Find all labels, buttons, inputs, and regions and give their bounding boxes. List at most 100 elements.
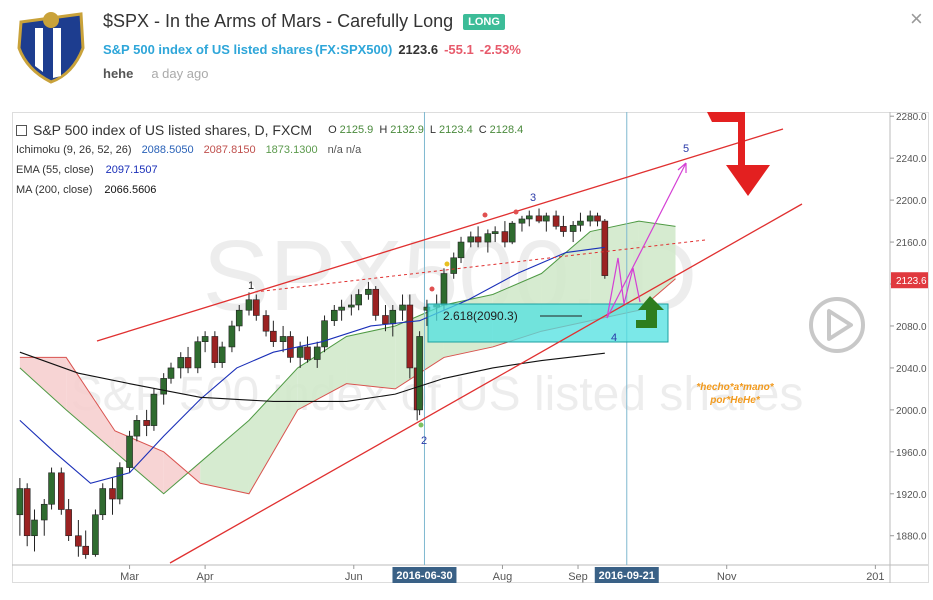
- candle-body: [457, 241, 465, 259]
- candle-body: [560, 226, 567, 232]
- y-tick-label: 1920.0: [896, 490, 927, 501]
- y-tick-label: 2280.0: [896, 112, 927, 123]
- date-marker-tag: [392, 567, 457, 583]
- close-button[interactable]: ×: [910, 6, 923, 31]
- candle-body: [262, 315, 270, 332]
- candle-body: [75, 535, 82, 547]
- candle-body: [467, 236, 475, 243]
- ohlc-readout: O 2125.9 H 2132.9 L 2123.4 C 2128.4: [328, 124, 523, 136]
- candle-body: [501, 231, 509, 243]
- cloud-segment: [200, 420, 249, 494]
- down-arrow: [707, 112, 770, 196]
- x-tick-label: Jun: [345, 571, 363, 583]
- candle-body: [143, 420, 150, 426]
- y-tick-label: 1880.0: [896, 532, 927, 543]
- candle-body: [40, 503, 48, 521]
- pivot-dot: [429, 286, 435, 292]
- date-marker-label: 2016-09-21: [599, 570, 655, 582]
- pivot-dot: [418, 422, 424, 428]
- candle-body: [279, 336, 287, 342]
- symbol-name[interactable]: S&P 500 index of US listed shares: [103, 42, 314, 57]
- play-icon[interactable]: [827, 309, 853, 341]
- candle-body: [133, 420, 141, 437]
- candle-body: [348, 304, 355, 308]
- candle-body: [543, 215, 550, 222]
- collapse-toggle[interactable]: [16, 124, 27, 136]
- candle-body: [389, 309, 397, 325]
- candle-body: [201, 336, 209, 342]
- candle-body: [365, 288, 372, 295]
- candle-body: [160, 378, 167, 395]
- arrowhead: [677, 162, 687, 173]
- stripes: [35, 28, 61, 78]
- ohlc-key: O: [328, 124, 337, 136]
- candle-body: [552, 215, 560, 227]
- projection: [606, 257, 641, 319]
- candle-body: [58, 472, 65, 510]
- candle-body: [399, 304, 406, 311]
- price-tag: [891, 272, 928, 289]
- indicator-value: n/a n/a: [327, 144, 362, 156]
- candle-body: [304, 346, 311, 360]
- candle-body: [126, 435, 133, 468]
- y-tick-label: 2240.0: [896, 154, 927, 165]
- idea-title: $SPX - In the Arms of Mars - Carefully L…: [103, 11, 454, 31]
- ohlc-value: 2132.9: [390, 124, 424, 136]
- legend-row: Ichimoku (9, 26, 52, 26) 2088.5050 2087.8…: [16, 144, 523, 156]
- target-zone: [427, 303, 669, 343]
- wave-label: 2: [421, 435, 427, 447]
- y-tick-label: 1960.0: [896, 448, 927, 459]
- candle-body: [184, 357, 192, 369]
- candle-body: [245, 299, 253, 311]
- candle-body: [313, 346, 321, 360]
- ohlc-value: 2125.9: [339, 124, 374, 136]
- candle-body: [330, 309, 338, 322]
- chart-frame: [12, 112, 929, 583]
- candle-body: [355, 294, 362, 306]
- price-tag-label: 2123.6: [896, 276, 927, 287]
- candle-body: [450, 257, 458, 274]
- meta-line: hehe a day ago: [103, 66, 208, 81]
- candle-body: [211, 336, 219, 363]
- candle-body: [16, 488, 24, 516]
- legend-row: EMA (55, close) 2097.1507: [16, 164, 523, 176]
- x-tick-label: Aug: [493, 571, 513, 583]
- trendline: [169, 203, 803, 564]
- wave-label: 1: [248, 280, 254, 292]
- time: a day ago: [151, 66, 209, 81]
- indicator-line: [19, 351, 605, 403]
- x-tick-label: Mar: [120, 571, 139, 583]
- candle-body: [601, 220, 609, 276]
- symbol-line: S&P 500 index of US listed shares (FX:SP…: [103, 42, 521, 57]
- legend: S&P 500 index of US listed shares, D, FX…: [16, 122, 523, 196]
- indicator-value: 2088.5050: [141, 144, 194, 156]
- candle-body: [23, 488, 31, 537]
- candle-body: [535, 215, 543, 222]
- author-avatar[interactable]: [13, 8, 89, 84]
- indicator-line: [19, 246, 605, 484]
- candle-body: [194, 341, 202, 369]
- candle-body: [296, 346, 304, 358]
- candle-body: [338, 306, 345, 311]
- projection: [606, 162, 687, 319]
- ohlc-value: 2123.4: [439, 124, 473, 136]
- crown: [43, 12, 59, 28]
- change: -55.1: [444, 42, 474, 57]
- candle-body: [82, 545, 89, 555]
- symbol[interactable]: (FX:SPX500): [315, 42, 393, 57]
- cloud-segment: [297, 336, 347, 410]
- candle-body: [525, 215, 533, 220]
- cloud-segment: [346, 325, 396, 389]
- badge: LONG: [463, 13, 505, 30]
- play-circle[interactable]: [809, 297, 865, 353]
- date-marker-label: 2016-06-30: [396, 570, 452, 582]
- play-button[interactable]: [809, 297, 865, 353]
- change-pct: -2.53%: [479, 42, 521, 57]
- y-tick-label: 2200.0: [896, 196, 927, 207]
- author[interactable]: hehe: [103, 66, 134, 81]
- candle-body: [518, 218, 526, 224]
- signature: *hecho*a*mano*: [696, 382, 774, 393]
- y-tick-label: 2080.0: [896, 322, 927, 333]
- candle-body: [569, 224, 577, 232]
